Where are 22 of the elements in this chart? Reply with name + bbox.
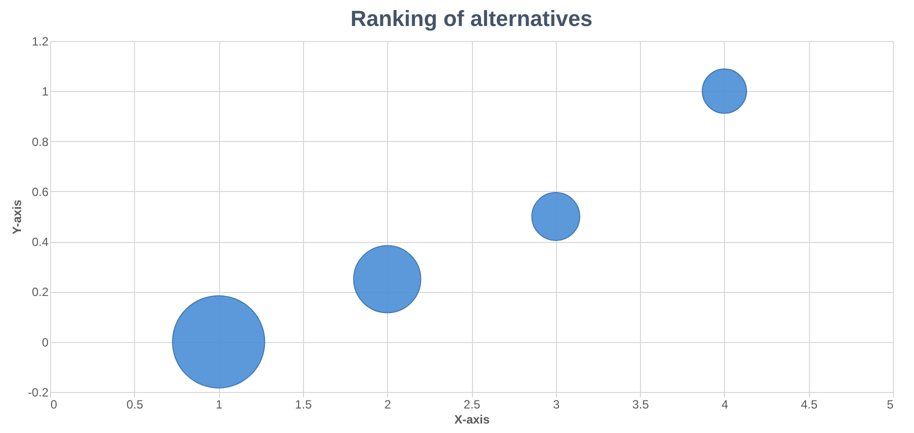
y-tick-label: 0.6 — [32, 184, 49, 199]
x-tick-label: 4 — [722, 398, 729, 412]
x-tick-label: 1 — [216, 398, 223, 412]
x-tick-label: 5 — [886, 398, 894, 412]
y-tick-label: 0.8 — [32, 134, 49, 149]
x-tick-label: 0.5 — [126, 398, 144, 412]
y-tick-label: -0.2 — [28, 386, 49, 400]
chart-title: Ranking of alternatives — [350, 6, 593, 31]
y-tick-label: 0.2 — [32, 285, 49, 300]
y-tick-label: 0 — [42, 335, 49, 350]
y-axis-title: Y-axis — [10, 199, 24, 234]
x-tick-label: 3 — [552, 398, 560, 412]
x-tick-label: 3.5 — [632, 398, 650, 412]
y-tick-label: 0.4 — [32, 235, 49, 250]
x-tick-label: 1.5 — [295, 398, 312, 412]
x-tick-label: 2 — [384, 398, 392, 412]
x-tick-label: 2.5 — [464, 398, 481, 412]
y-tick-label: 1 — [42, 84, 49, 99]
x-tick-label: 0 — [50, 398, 58, 412]
x-tick-label: 4.5 — [800, 398, 818, 412]
y-tick-label: 1.2 — [32, 34, 49, 48]
x-axis-title: X-axis — [454, 412, 490, 426]
